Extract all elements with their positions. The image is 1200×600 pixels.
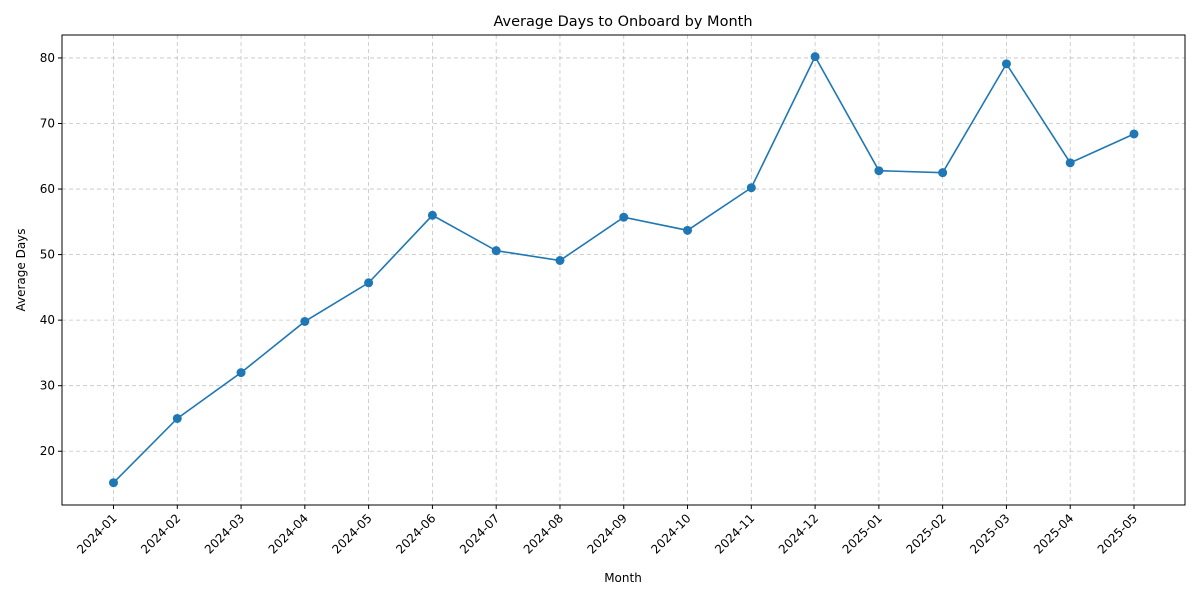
y-axis-label: Average Days — [14, 228, 28, 311]
x-tick-label: 2024-07 — [457, 511, 502, 556]
data-point — [1065, 158, 1075, 168]
x-axis-label: Month — [604, 571, 642, 585]
x-tick-label: 2024-12 — [776, 511, 821, 556]
data-point — [1001, 59, 1011, 69]
x-tick-label: 2025-04 — [1031, 511, 1076, 556]
x-tick-label: 2025-02 — [903, 511, 948, 556]
chart-title: Average Days to Onboard by Month — [493, 14, 752, 30]
data-point — [300, 316, 310, 326]
data-point — [491, 246, 501, 256]
data-point — [810, 52, 820, 62]
data-point — [874, 166, 884, 176]
y-tick-label: 80 — [40, 51, 55, 65]
y-tick-label: 20 — [40, 444, 55, 458]
data-point — [746, 183, 756, 193]
x-tick-label: 2024-09 — [585, 511, 630, 556]
y-tick-label: 70 — [40, 116, 55, 130]
data-point — [1129, 129, 1139, 139]
y-tick-label: 50 — [40, 248, 55, 262]
y-tick-label: 40 — [40, 313, 55, 327]
x-tick-label: 2024-05 — [329, 511, 374, 556]
x-tick-label: 2024-04 — [266, 511, 311, 556]
x-tick-label: 2024-01 — [74, 511, 119, 556]
x-tick-label: 2024-02 — [138, 511, 183, 556]
data-point — [364, 278, 374, 288]
y-tick-label: 30 — [40, 379, 55, 393]
data-point — [619, 212, 629, 222]
x-tick-label: 2025-05 — [1095, 511, 1140, 556]
data-point — [109, 478, 118, 488]
x-tick-label: 2024-08 — [521, 511, 566, 556]
grid — [62, 35, 1185, 505]
x-tick-label: 2024-10 — [648, 511, 693, 556]
x-tick-label: 2024-11 — [712, 511, 757, 556]
x-tick-label: 2025-03 — [967, 511, 1012, 556]
x-tick-label: 2024-03 — [202, 511, 247, 556]
data-point — [427, 210, 437, 220]
data-point — [172, 413, 182, 423]
series-layer — [109, 52, 1139, 488]
x-tick-label: 2024-06 — [393, 511, 438, 556]
data-point — [555, 255, 565, 265]
data-point — [938, 168, 948, 178]
y-tick-label: 60 — [40, 182, 55, 196]
axes: 2024-01 2024-02 2024-03 2024-04 2024-05 2024-… — [40, 34, 1186, 557]
data-point — [683, 225, 693, 235]
plot-frame — [61, 34, 1186, 506]
x-tick-label: 2025-01 — [840, 511, 885, 556]
data-point — [236, 368, 246, 378]
